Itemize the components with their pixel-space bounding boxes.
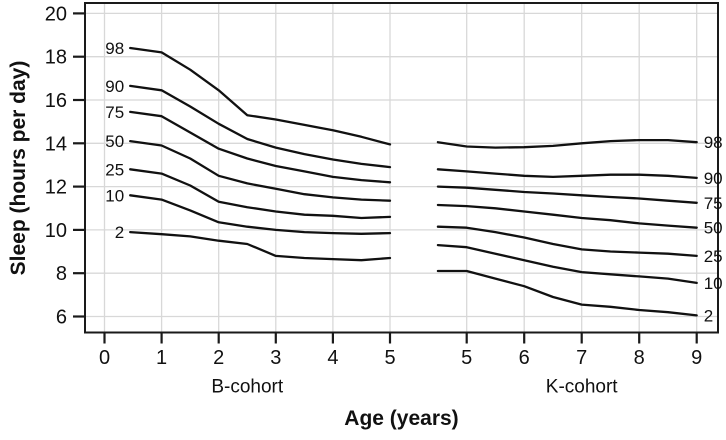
percentile-curve-90: [436, 168, 698, 180]
percentile-label-right: 10: [704, 274, 723, 293]
percentile-curve-90: [129, 84, 392, 169]
y-axis-title: Sleep (hours per day): [7, 60, 30, 276]
x-tick-label: 2: [213, 347, 224, 369]
percentile-label-left: 98: [105, 39, 124, 58]
y-tick-label: 16: [45, 90, 67, 112]
x-tick-label: 8: [634, 347, 645, 369]
percentile-label-left: 75: [105, 103, 124, 122]
percentile-label-right: 2: [704, 306, 713, 325]
percentile-curve-98: [129, 46, 392, 146]
percentile-curve-10: [129, 194, 392, 235]
percentile-label-right: 98: [704, 133, 723, 152]
percentile-curve-10: [436, 243, 698, 285]
percentile-label-left: 2: [115, 223, 124, 242]
plot-frame: [84, 2, 719, 334]
y-tick-label: 18: [45, 47, 67, 69]
x-tick-label: 5: [461, 347, 472, 369]
y-tick-label: 10: [45, 220, 67, 242]
percentile-label-left: 90: [105, 77, 124, 96]
y-tick-label: 6: [56, 307, 67, 329]
percentile-label-left: 25: [105, 160, 124, 179]
x-tick-label: 9: [691, 347, 702, 369]
percentile-curve-2: [436, 269, 698, 317]
x-tick-label: 4: [327, 347, 338, 369]
x-tick-label: 1: [156, 347, 167, 369]
percentile-curve-25: [436, 225, 698, 258]
x-axis-title: Age (years): [344, 407, 459, 430]
x-tick-label: 3: [270, 347, 281, 369]
percentile-label-right: 90: [704, 169, 723, 188]
percentile-curve-98: [436, 138, 698, 149]
y-tick-label: 8: [56, 263, 67, 285]
percentile-curve-25: [129, 168, 392, 220]
x-tick-label: 7: [576, 347, 587, 369]
percentile-label-right: 75: [704, 194, 723, 213]
x-tick-label: 6: [519, 347, 530, 369]
panel-label-k-cohort: K-cohort: [546, 377, 619, 398]
y-tick-label: 20: [45, 3, 67, 25]
percentile-curve-75: [129, 110, 392, 184]
percentile-curve-2: [129, 230, 392, 262]
percentile-curve-50: [436, 203, 698, 229]
percentile-label-right: 50: [704, 219, 723, 238]
x-tick-label: 0: [99, 347, 110, 369]
percentile-curve-50: [129, 139, 392, 202]
percentile-label-left: 10: [105, 186, 124, 205]
percentile-label-left: 50: [105, 132, 124, 151]
percentile-curve-75: [436, 185, 698, 204]
x-tick-label: 5: [384, 347, 395, 369]
y-tick-label: 14: [45, 133, 67, 155]
panel-label-b-cohort: B-cohort: [211, 377, 284, 398]
percentile-label-right: 25: [704, 247, 723, 266]
y-tick-label: 12: [45, 177, 67, 199]
